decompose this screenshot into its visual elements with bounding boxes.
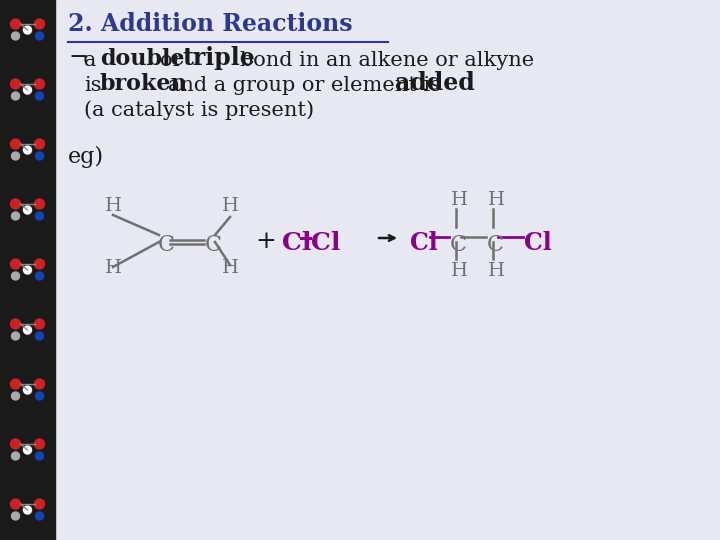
- Circle shape: [24, 206, 32, 214]
- Text: Cl: Cl: [282, 231, 311, 255]
- Circle shape: [35, 512, 43, 520]
- Circle shape: [24, 86, 32, 94]
- Circle shape: [35, 19, 45, 29]
- Circle shape: [11, 139, 20, 149]
- Bar: [0, 480, 55, 540]
- Circle shape: [24, 146, 32, 154]
- Text: H: H: [451, 262, 468, 280]
- Circle shape: [24, 326, 32, 334]
- Text: Cl: Cl: [311, 231, 341, 255]
- Text: Cl: Cl: [524, 231, 552, 255]
- Circle shape: [11, 499, 20, 509]
- Bar: [0, 420, 55, 480]
- Circle shape: [11, 79, 20, 89]
- Circle shape: [12, 512, 19, 520]
- Text: and a group or element is: and a group or element is: [168, 76, 441, 95]
- Circle shape: [11, 319, 20, 329]
- Circle shape: [11, 19, 20, 29]
- Bar: [0, 60, 55, 120]
- Circle shape: [35, 439, 45, 449]
- Text: C: C: [158, 234, 175, 256]
- Text: or: or: [160, 51, 182, 70]
- Circle shape: [35, 92, 43, 100]
- Text: H: H: [222, 259, 239, 277]
- Circle shape: [12, 272, 19, 280]
- Circle shape: [11, 199, 20, 209]
- Text: added: added: [395, 71, 474, 95]
- Bar: [0, 0, 55, 60]
- Text: H: H: [488, 191, 505, 209]
- Text: +: +: [255, 231, 276, 253]
- Bar: [0, 120, 55, 180]
- Circle shape: [35, 152, 43, 160]
- Text: ¬: ¬: [68, 47, 88, 70]
- Text: Cl: Cl: [410, 231, 438, 255]
- Circle shape: [35, 259, 45, 269]
- Text: H: H: [105, 197, 122, 215]
- Text: C: C: [205, 234, 222, 256]
- Circle shape: [24, 26, 32, 34]
- Circle shape: [35, 332, 43, 340]
- Circle shape: [24, 386, 32, 394]
- Circle shape: [12, 392, 19, 400]
- Circle shape: [24, 446, 32, 454]
- Circle shape: [35, 379, 45, 389]
- Text: 2. Addition Reactions: 2. Addition Reactions: [68, 12, 353, 36]
- Circle shape: [35, 139, 45, 149]
- Circle shape: [12, 332, 19, 340]
- Circle shape: [35, 392, 43, 400]
- Bar: [0, 360, 55, 420]
- Circle shape: [12, 92, 19, 100]
- Text: double: double: [100, 48, 184, 70]
- Circle shape: [35, 212, 43, 220]
- Text: is: is: [84, 76, 102, 95]
- Circle shape: [35, 319, 45, 329]
- Circle shape: [24, 266, 32, 274]
- Text: a: a: [84, 51, 96, 70]
- Text: triple: triple: [182, 46, 255, 70]
- Text: H: H: [451, 191, 468, 209]
- Circle shape: [11, 439, 20, 449]
- Text: C: C: [487, 234, 504, 256]
- Bar: [0, 300, 55, 360]
- Circle shape: [11, 379, 20, 389]
- Circle shape: [35, 452, 43, 460]
- Circle shape: [35, 79, 45, 89]
- Circle shape: [12, 452, 19, 460]
- Text: H: H: [222, 197, 239, 215]
- Circle shape: [12, 152, 19, 160]
- Circle shape: [35, 499, 45, 509]
- Circle shape: [12, 212, 19, 220]
- Bar: [0, 240, 55, 300]
- Circle shape: [12, 32, 19, 40]
- Text: C: C: [450, 234, 467, 256]
- Text: H: H: [105, 259, 122, 277]
- Text: broken: broken: [100, 73, 188, 95]
- Circle shape: [35, 199, 45, 209]
- Text: bond in an alkene or alkyne: bond in an alkene or alkyne: [240, 51, 534, 70]
- Text: eg): eg): [68, 146, 104, 168]
- Bar: [0, 180, 55, 240]
- Text: (a catalyst is present): (a catalyst is present): [84, 100, 314, 120]
- Circle shape: [11, 259, 20, 269]
- Circle shape: [24, 506, 32, 514]
- Circle shape: [35, 32, 43, 40]
- Text: H: H: [488, 262, 505, 280]
- Circle shape: [35, 272, 43, 280]
